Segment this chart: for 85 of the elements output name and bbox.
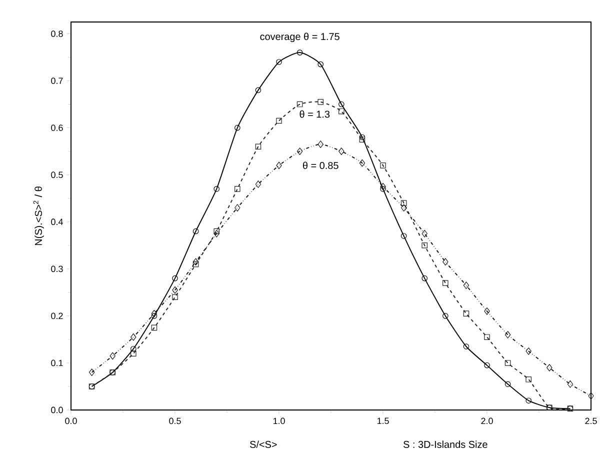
y-axis-title: N(S).<S>$^{2}$ / θ — [33, 186, 44, 246]
point — [442, 280, 448, 286]
point — [422, 242, 428, 248]
point — [130, 350, 136, 356]
point — [442, 313, 448, 319]
point — [234, 204, 240, 212]
point — [546, 364, 552, 372]
point — [192, 261, 199, 268]
point — [380, 162, 386, 168]
y-tick-label: 0.3 — [51, 266, 63, 272]
series-label: θ = 0.85 — [302, 162, 338, 170]
point — [276, 118, 282, 124]
x-tick-label: 0.0 — [65, 418, 77, 424]
point — [422, 275, 428, 282]
point — [172, 294, 178, 300]
point — [151, 313, 158, 319]
text: S : 3D-Islands Size — [404, 440, 488, 448]
point — [151, 310, 158, 318]
y-tick-label: 0.7 — [51, 78, 63, 84]
point — [484, 334, 490, 340]
point — [255, 87, 262, 94]
point — [276, 162, 282, 170]
point — [380, 182, 386, 190]
point — [110, 352, 116, 360]
point — [400, 200, 407, 206]
point — [296, 50, 303, 56]
point — [359, 136, 366, 142]
point — [380, 186, 386, 192]
y-tick-label: 0.4 — [51, 218, 63, 226]
point — [276, 59, 282, 65]
point — [192, 228, 199, 234]
point — [463, 310, 470, 316]
point — [442, 258, 448, 266]
point — [463, 344, 470, 350]
point — [463, 282, 470, 290]
point — [296, 148, 303, 156]
point — [192, 258, 199, 266]
point — [504, 331, 511, 338]
point — [588, 392, 594, 400]
series-label: coverage θ = 1.75 — [260, 32, 340, 42]
point — [359, 134, 366, 140]
point — [318, 99, 324, 105]
point — [318, 61, 324, 68]
point — [255, 180, 262, 188]
point — [526, 376, 532, 382]
y-tick-label: 0.1 — [51, 360, 63, 366]
point — [296, 101, 303, 108]
y-tick-label: 0.8 — [51, 30, 63, 37]
point — [422, 230, 428, 238]
point — [338, 148, 344, 156]
x-tick-label: 0.5 — [169, 418, 181, 424]
y-tick-label: 0.6 — [51, 124, 63, 131]
point — [318, 140, 324, 148]
y-tick-label: 0.0 — [51, 406, 63, 414]
point — [338, 101, 344, 108]
point — [400, 204, 407, 212]
series-label: θ = 1.3 — [300, 110, 330, 118]
y-tick-label: 0.2 — [51, 312, 63, 320]
point — [88, 368, 95, 376]
x-tick-label: 1.5 — [377, 418, 389, 424]
point — [484, 308, 490, 315]
point — [172, 286, 178, 294]
point — [214, 228, 220, 234]
point — [172, 275, 178, 282]
point — [130, 333, 136, 341]
point — [484, 362, 490, 368]
point — [214, 186, 220, 192]
point — [255, 144, 262, 150]
point — [151, 324, 158, 331]
x-tick-label: 1.0 — [273, 418, 285, 424]
point — [567, 380, 574, 388]
point — [526, 398, 532, 404]
point — [504, 360, 511, 366]
x-tick-label: 2.0 — [481, 418, 493, 424]
point — [400, 233, 407, 239]
y-tick-label: 0.5 — [51, 172, 63, 178]
point — [214, 230, 220, 238]
point — [234, 124, 240, 131]
point — [338, 108, 344, 114]
x-axis-title: S/<S> — [250, 440, 277, 448]
point — [504, 381, 511, 388]
x-tick-label: 2.5 — [585, 418, 597, 424]
point — [234, 186, 240, 192]
point — [359, 159, 366, 167]
point — [526, 348, 532, 355]
